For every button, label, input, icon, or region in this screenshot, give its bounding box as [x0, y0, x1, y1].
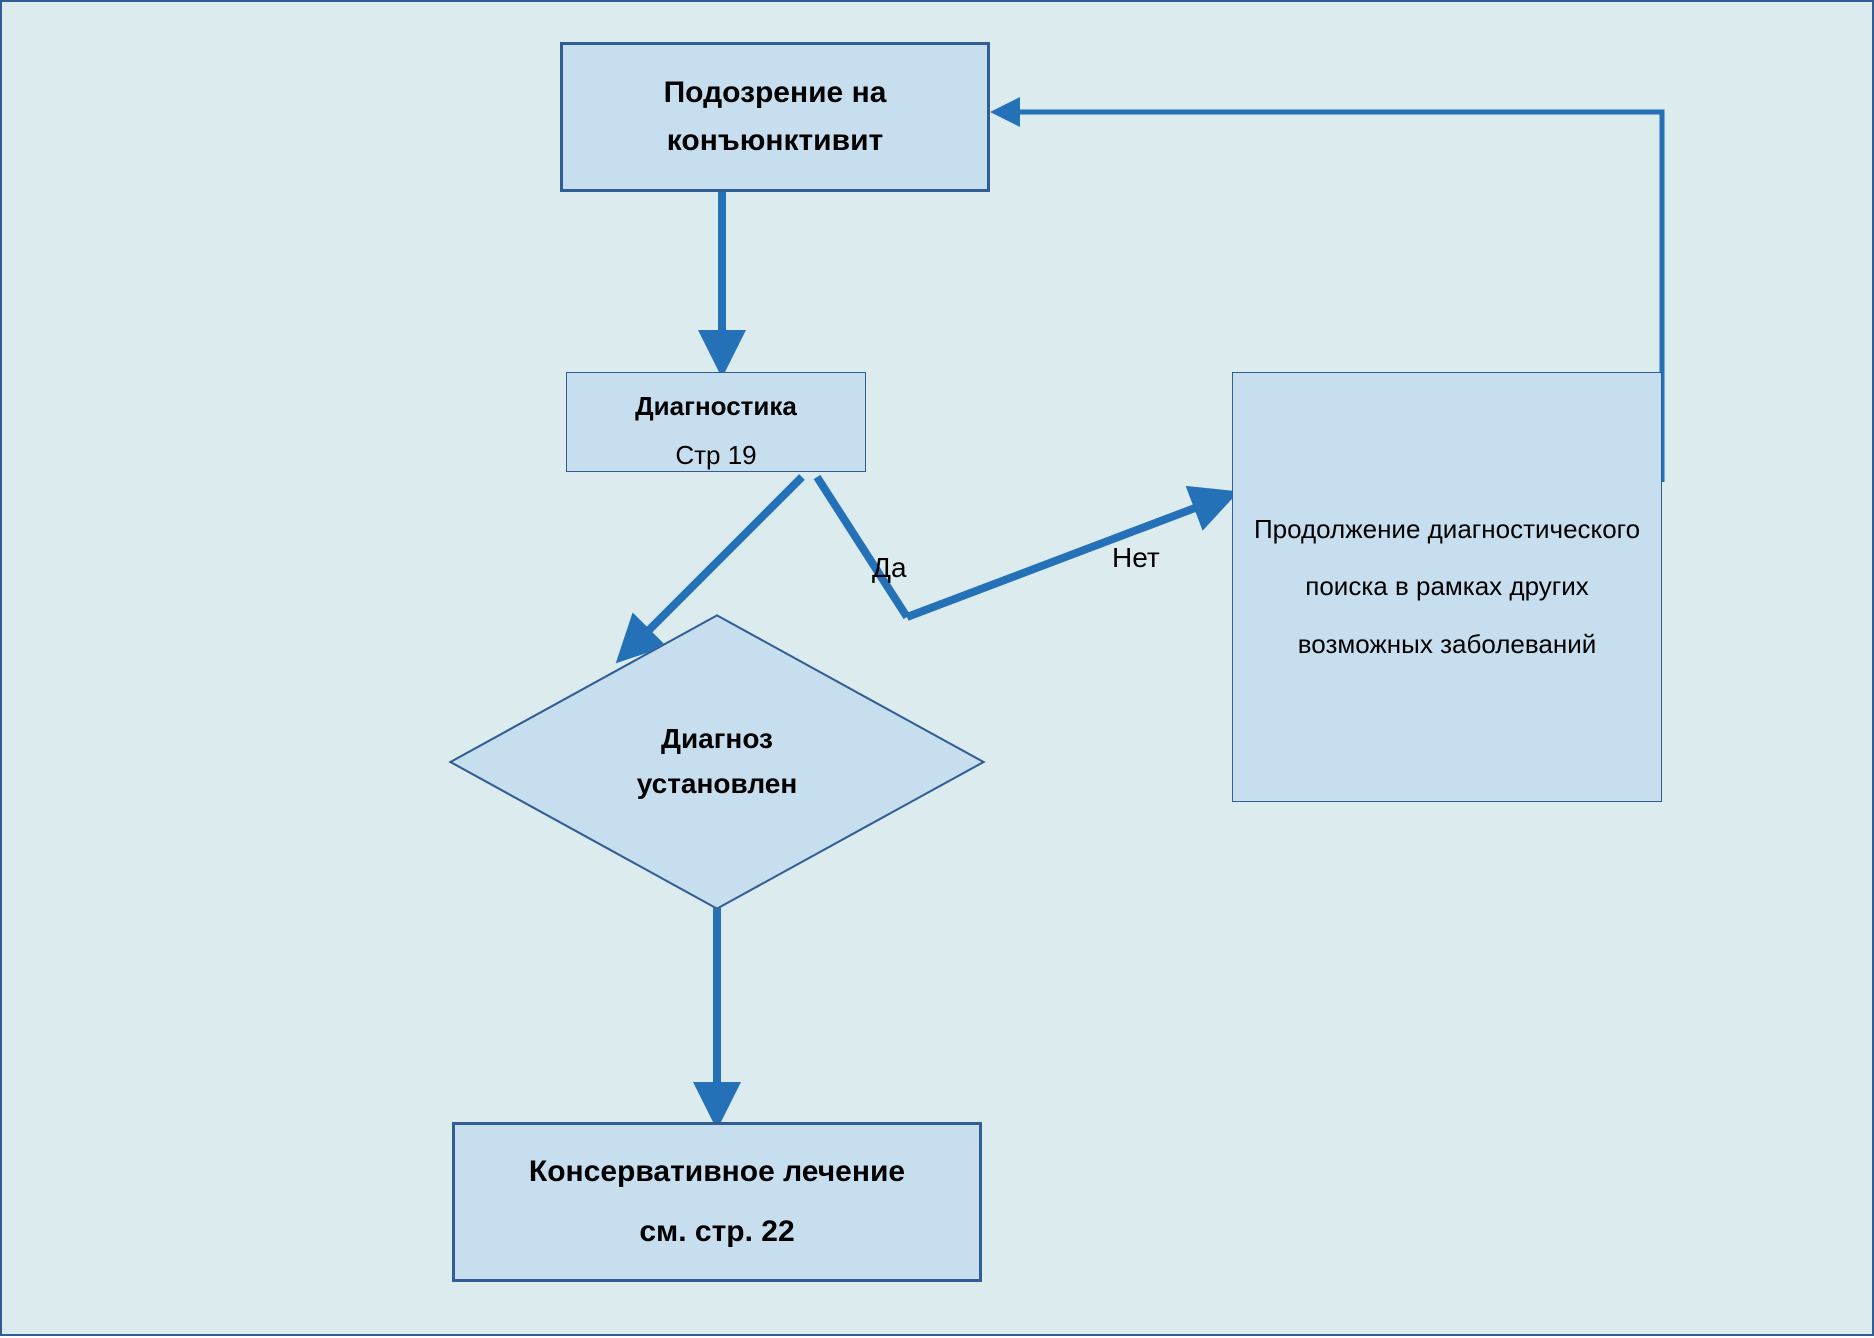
node-diagnostics-inner: Диагностика Стр 19 — [635, 372, 797, 472]
node-suspicion: Подозрение на конъюнктивит — [560, 42, 990, 192]
node-suspicion-label: Подозрение на конъюнктивит — [573, 69, 977, 165]
node-decision-text: Диагноз установлен — [637, 717, 798, 807]
node-decision-label2: установлен — [637, 762, 798, 807]
label-no: Нет — [1112, 542, 1160, 574]
node-continue-search-label: Продолжение диагностического поиска в ра… — [1243, 501, 1651, 673]
node-diagnostics-label1: Диагностика — [635, 382, 797, 431]
label-yes-text: Да — [872, 552, 907, 583]
edge-decision-continue — [907, 497, 1224, 617]
node-diagnostics-label2: Стр 19 — [635, 431, 797, 472]
flowchart-canvas: Подозрение на конъюнктивит Диагностика С… — [0, 0, 1874, 1336]
label-no-text: Нет — [1112, 542, 1160, 573]
node-continue-search: Продолжение диагностического поиска в ра… — [1232, 372, 1662, 802]
node-treatment: Консервативное лечение см. стр. 22 — [452, 1122, 982, 1282]
node-diagnostics: Диагностика Стр 19 — [566, 372, 866, 472]
node-treatment-label2: см. стр. 22 — [529, 1202, 905, 1262]
node-treatment-inner: Консервативное лечение см. стр. 22 — [529, 1142, 905, 1262]
node-decision: Диагноз установлен — [527, 572, 907, 952]
node-decision-label1: Диагноз — [637, 717, 798, 762]
node-treatment-label1: Консервативное лечение — [529, 1142, 905, 1202]
label-yes: Да — [872, 552, 907, 584]
